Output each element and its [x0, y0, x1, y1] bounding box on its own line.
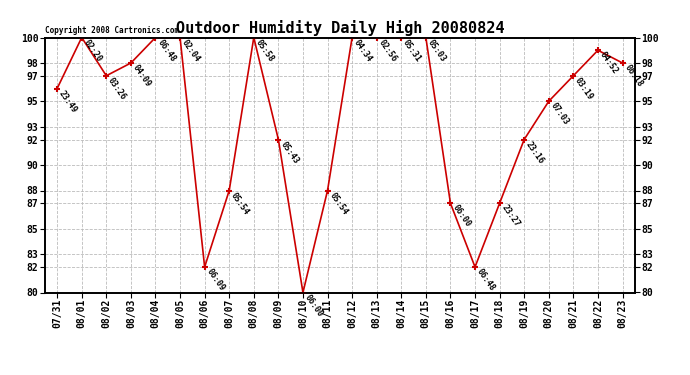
- Text: 02:20: 02:20: [81, 38, 104, 63]
- Text: 05:54: 05:54: [229, 190, 251, 216]
- Text: 05:31: 05:31: [402, 38, 423, 63]
- Text: 06:09: 06:09: [205, 267, 226, 292]
- Text: 23:16: 23:16: [524, 140, 546, 165]
- Text: 05:03: 05:03: [426, 38, 448, 63]
- Text: 23:27: 23:27: [500, 203, 522, 229]
- Text: 03:19: 03:19: [573, 76, 595, 101]
- Title: Outdoor Humidity Daily High 20080824: Outdoor Humidity Daily High 20080824: [175, 20, 504, 36]
- Text: 04:09: 04:09: [131, 63, 152, 88]
- Text: 02:56: 02:56: [377, 38, 398, 63]
- Text: 06:00: 06:00: [303, 292, 325, 318]
- Text: Copyright 2008 Cartronics.com: Copyright 2008 Cartronics.com: [45, 26, 179, 35]
- Text: 06:48: 06:48: [475, 267, 497, 292]
- Text: 05:43: 05:43: [278, 140, 300, 165]
- Text: 23:49: 23:49: [57, 88, 79, 114]
- Text: 02:04: 02:04: [180, 38, 201, 63]
- Text: 04:34: 04:34: [352, 38, 374, 63]
- Text: 05:54: 05:54: [328, 190, 349, 216]
- Text: 06:48: 06:48: [155, 38, 177, 63]
- Text: 04:52: 04:52: [598, 50, 620, 76]
- Text: 03:26: 03:26: [106, 76, 128, 101]
- Text: 06:00: 06:00: [451, 203, 472, 229]
- Text: 07:03: 07:03: [549, 101, 571, 127]
- Text: 06:18: 06:18: [622, 63, 644, 88]
- Text: 05:58: 05:58: [254, 38, 275, 63]
